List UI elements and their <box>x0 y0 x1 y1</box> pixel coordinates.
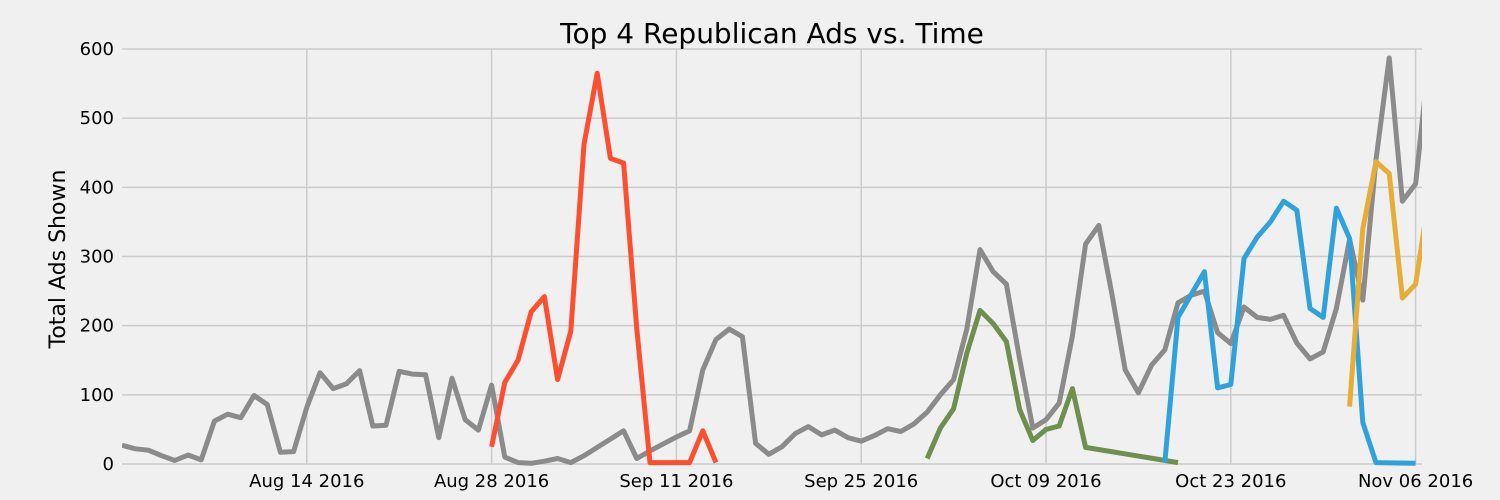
series-lines <box>122 55 1422 466</box>
x-tick-label: Aug 28 2016 <box>434 471 549 492</box>
y-tick-label: 600 <box>80 39 114 60</box>
y-tick-label: 500 <box>80 108 114 129</box>
series-line-4 <box>1162 198 1416 466</box>
y-tick-label: 400 <box>80 177 114 198</box>
series-line-5 <box>1347 159 1422 407</box>
y-tick-label: 100 <box>80 385 114 406</box>
x-tick-label: Sep 11 2016 <box>619 471 733 492</box>
grid-lines <box>122 48 1422 465</box>
series-line-2 <box>489 70 719 466</box>
x-tick-label: Sep 25 2016 <box>804 471 918 492</box>
x-tick-label: Nov 06 2016 <box>1358 471 1473 492</box>
x-tick-label: Oct 09 2016 <box>990 471 1101 492</box>
y-tick-label: 0 <box>103 454 114 475</box>
chart-title: Top 4 Republican Ads vs. Time <box>559 17 984 50</box>
y-axis-label: Total Ads Shown <box>46 170 71 350</box>
y-tick-labels: 0 100 200 300 400 500 600 <box>80 39 114 475</box>
x-tick-label: Oct 23 2016 <box>1175 471 1286 492</box>
series-line-3 <box>924 307 1179 466</box>
x-tick-label: Aug 14 2016 <box>249 471 364 492</box>
series-line-1 <box>122 55 1422 466</box>
x-tick-labels: Aug 14 2016 Aug 28 2016 Sep 11 2016 Sep 25 … <box>249 471 1473 492</box>
y-tick-label: 300 <box>80 247 114 268</box>
y-tick-label: 200 <box>80 316 114 337</box>
